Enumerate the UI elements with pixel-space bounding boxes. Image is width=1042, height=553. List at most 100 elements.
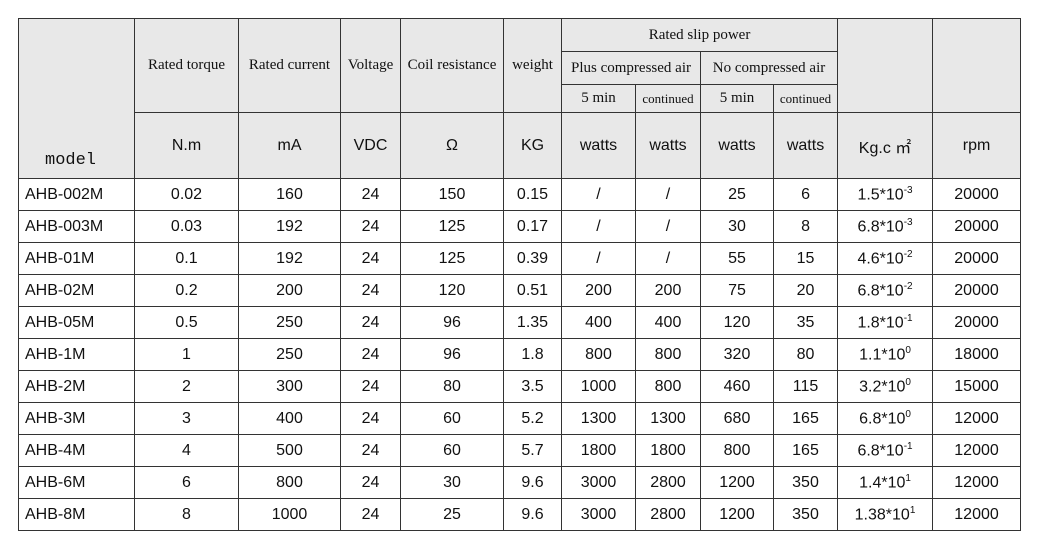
data-cell: 1200 [700, 466, 774, 499]
data-cell: 150 [400, 178, 504, 211]
base: 1.38*10 [854, 506, 910, 524]
base: 1.4*10 [859, 474, 906, 492]
data-cell: 6.8*100 [837, 402, 934, 435]
data-cell: 1000 [238, 498, 341, 531]
data-row: AHB-02M 0.2 200 24 120 0.51 200 200 75 20 6.8*10-2… [18, 274, 1022, 307]
data-cell: 120 [700, 306, 774, 339]
data-cell: 1.8 [503, 338, 562, 371]
data-cell: 24 [340, 178, 401, 211]
data-cell: 400 [238, 402, 341, 435]
unit-cell: VDC [340, 112, 401, 179]
data-cell: 9.6 [503, 466, 562, 499]
data-cell: / [635, 210, 701, 243]
data-cell: 200 [238, 274, 341, 307]
data-cell: 3.2*100 [837, 370, 934, 403]
unit-cell: KG [503, 112, 562, 179]
data-cell: 0.03 [134, 210, 239, 243]
data-cell: 12000 [932, 434, 1022, 467]
data-cell: 500 [238, 434, 341, 467]
data-cell: 1.4*101 [837, 466, 934, 499]
data-cell: / [635, 242, 701, 275]
data-cell: 125 [400, 210, 504, 243]
base: 1.1*10 [859, 346, 906, 364]
header-cell: weight [503, 18, 562, 113]
data-cell: 6.8*10-3 [837, 210, 934, 243]
data-cell: 400 [635, 306, 701, 339]
data-cell: 350 [772, 466, 839, 499]
data-cell: 60 [400, 434, 504, 467]
data-cell: 125 [400, 242, 504, 275]
data-cell: 20000 [932, 178, 1022, 211]
period-header: continued [635, 84, 701, 113]
unit-cell: watts [772, 112, 839, 179]
data-cell: 1.35 [503, 306, 562, 339]
data-cell: 24 [340, 242, 401, 275]
data-cell: 96 [400, 338, 504, 371]
subgroup-header: Plus compressed air [561, 51, 701, 85]
data-cell: 350 [772, 498, 839, 531]
data-cell: 35 [772, 306, 839, 339]
data-cell: 4.6*10-2 [837, 242, 934, 275]
base: 4.6*10 [857, 250, 904, 268]
data-cell: 1800 [635, 434, 701, 467]
header-cell [932, 18, 1022, 113]
exponent: 0 [905, 344, 911, 356]
data-cell: 165 [772, 402, 839, 435]
data-cell: AHB-2M [18, 370, 135, 403]
unit-cell: rpm [932, 112, 1022, 179]
data-cell: 30 [700, 210, 774, 243]
data-cell: 6 [772, 178, 839, 211]
data-cell: 2800 [635, 498, 701, 531]
data-cell: 800 [635, 370, 701, 403]
data-cell: AHB-05M [18, 306, 135, 339]
header-cell: Coil resistance [400, 18, 504, 113]
data-cell: 24 [340, 370, 401, 403]
data-cell: 200 [561, 274, 636, 307]
data-row: AHB-3M 3 400 24 60 5.2 1300 1300 680 165 6.8*100 12… [18, 402, 1022, 435]
data-cell: 55 [700, 242, 774, 275]
data-cell: 20000 [932, 210, 1022, 243]
base: 6.8*10 [857, 218, 904, 236]
data-cell: AHB-1M [18, 338, 135, 371]
data-row: AHB-6M 6 800 24 30 9.6 3000 2800 1200 350 1.4*101 1… [18, 466, 1022, 499]
data-cell: 2800 [635, 466, 701, 499]
data-cell: AHB-002M [18, 178, 135, 211]
data-cell: 165 [772, 434, 839, 467]
data-cell: 800 [238, 466, 341, 499]
data-cell: 1800 [561, 434, 636, 467]
data-cell: 800 [635, 338, 701, 371]
data-cell: 1.1*100 [837, 338, 934, 371]
data-cell: 1300 [635, 402, 701, 435]
data-cell: 5.2 [503, 402, 562, 435]
data-cell: AHB-003M [18, 210, 135, 243]
data-cell: 4 [134, 434, 239, 467]
data-cell: AHB-6M [18, 466, 135, 499]
data-cell: AHB-02M [18, 274, 135, 307]
base: 6.8*10 [859, 410, 906, 428]
data-cell: 320 [700, 338, 774, 371]
header-cell [837, 18, 934, 113]
data-cell: 0.17 [503, 210, 562, 243]
data-cell: 1300 [561, 402, 636, 435]
header-cell: Voltage [340, 18, 401, 113]
data-cell: 20000 [932, 274, 1022, 307]
data-cell: 1.8*10-1 [837, 306, 934, 339]
data-row: AHB-1M 1 250 24 96 1.8 800 800 320 80 1.1*100 18000 [18, 338, 1022, 371]
data-row: AHB-2M 2 300 24 80 3.5 1000 800 460 115 3.2*100 150… [18, 370, 1022, 403]
base: 3.2*10 [859, 378, 906, 396]
data-cell: 12000 [932, 498, 1022, 531]
data-cell: 9.6 [503, 498, 562, 531]
data-cell: 250 [238, 306, 341, 339]
data-cell: AHB-8M [18, 498, 135, 531]
unit-cell: N.m [134, 112, 239, 179]
unit-cell: watts [635, 112, 701, 179]
data-cell: 0.2 [134, 274, 239, 307]
exponent: -1 [903, 312, 913, 324]
group-header: Rated slip power [560, 18, 839, 52]
exponent: 1 [909, 504, 916, 516]
data-cell: 12000 [932, 402, 1022, 435]
data-cell: / [561, 242, 636, 275]
data-cell: / [561, 178, 636, 211]
data-cell: 30 [400, 466, 504, 499]
data-cell: 1 [134, 338, 239, 371]
